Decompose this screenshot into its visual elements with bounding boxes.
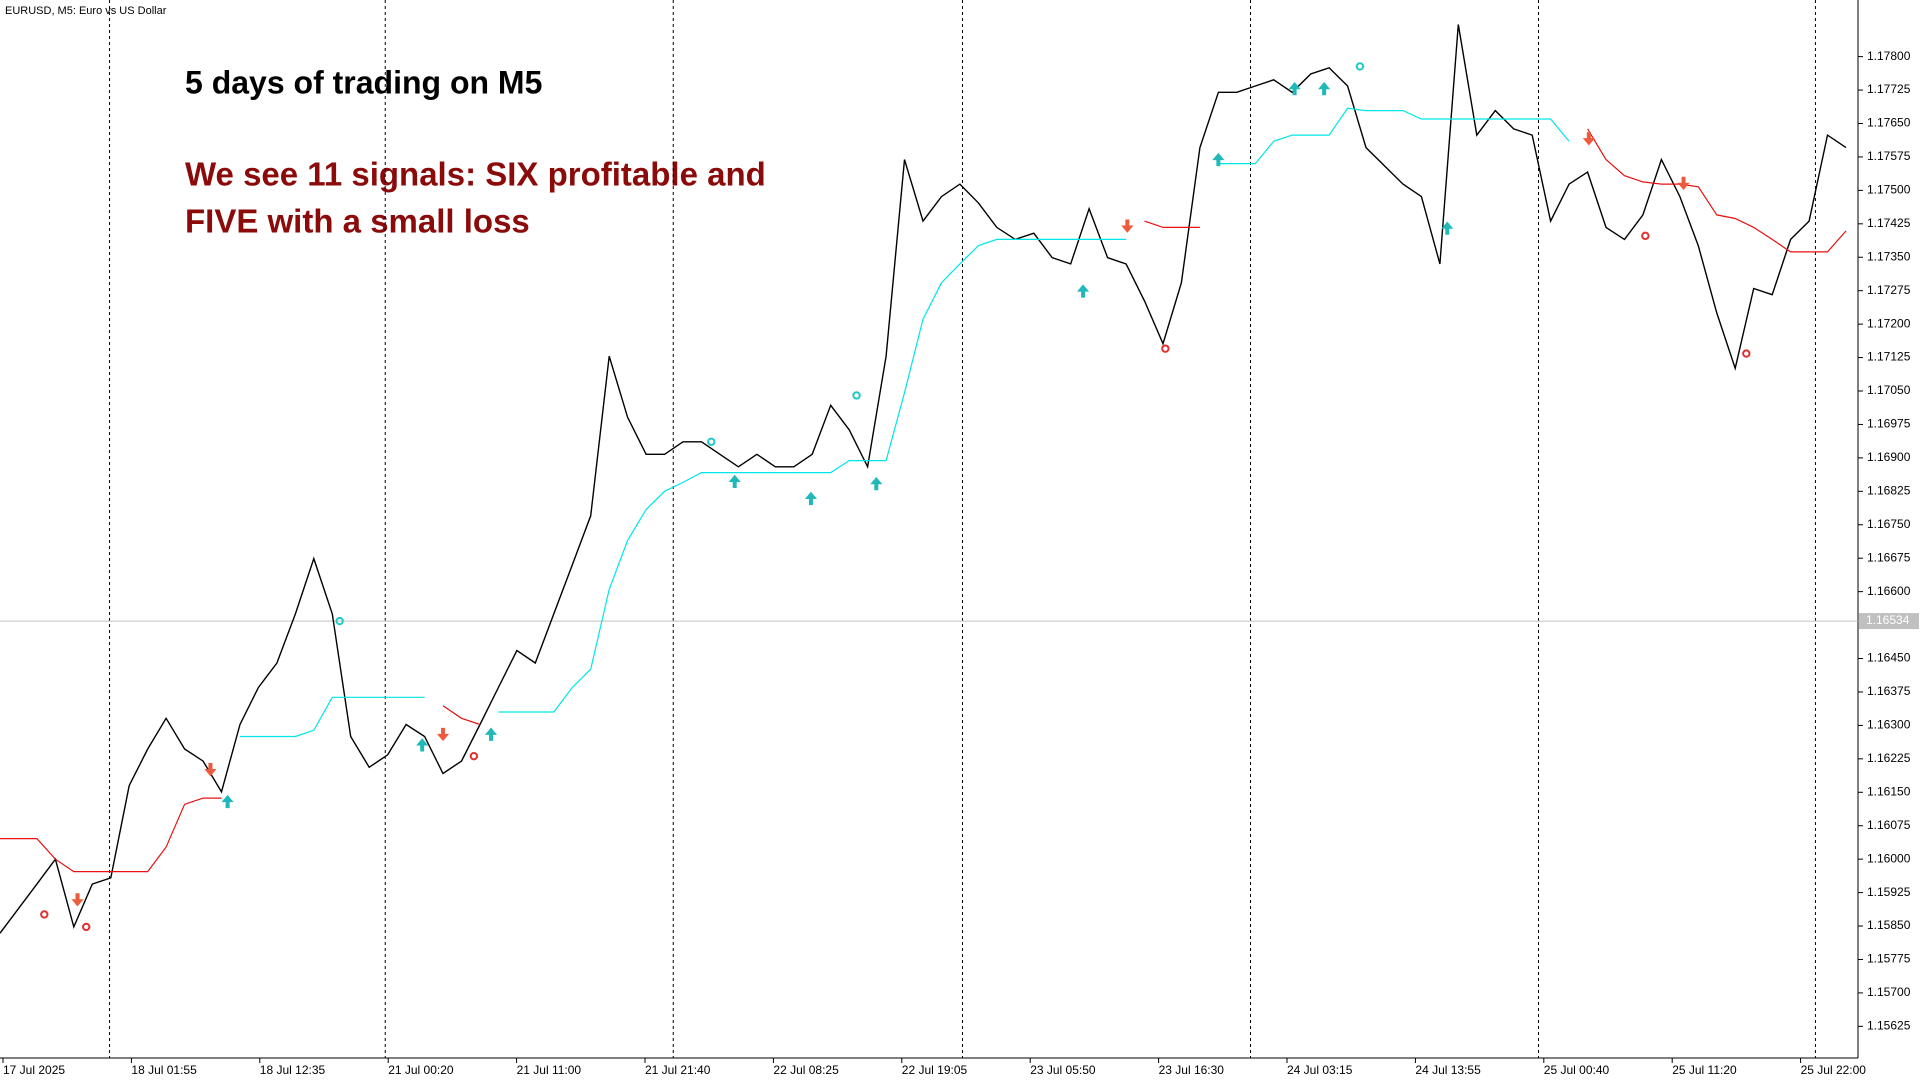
y-tick-label: 1.17125 (1867, 350, 1911, 364)
x-tick-label: 22 Jul 08:25 (773, 1063, 839, 1077)
signal-up (1288, 81, 1301, 96)
y-tick-label: 1.17575 (1867, 149, 1911, 163)
x-tick-label: 17 Jul 2025 (3, 1063, 65, 1077)
y-tick-label: 1.16150 (1867, 784, 1911, 798)
signal-exit (335, 616, 344, 626)
signal-up (870, 476, 883, 491)
y-tick-label: 1.16000 (1867, 851, 1911, 865)
y-tick-label: 1.15850 (1867, 918, 1911, 932)
signal-up (1212, 152, 1225, 167)
signal-exit (469, 751, 479, 761)
y-tick-label: 1.16675 (1867, 550, 1911, 564)
x-tick-label: 24 Jul 13:55 (1415, 1063, 1481, 1077)
y-tick-label: 1.16450 (1867, 651, 1911, 665)
signal-exit (40, 910, 49, 919)
signal-exit (1161, 344, 1170, 353)
signal-up (1076, 284, 1090, 298)
x-tick-label: 18 Jul 01:55 (131, 1063, 197, 1077)
y-tick-label: 1.15775 (1867, 952, 1911, 966)
current-price-label: 1.16534 (1866, 613, 1910, 627)
y-tick-label: 1.16900 (1867, 450, 1911, 464)
signal-down (1582, 132, 1595, 146)
signal-down (71, 893, 84, 907)
y-tick-label: 1.17425 (1867, 216, 1911, 230)
y-tick-label: 1.17725 (1867, 82, 1911, 96)
x-tick-label: 21 Jul 11:00 (517, 1063, 582, 1077)
signal-exit (852, 391, 861, 400)
y-tick-label: 1.15925 (1867, 885, 1911, 899)
x-tick-label: 24 Jul 03:15 (1287, 1063, 1353, 1077)
y-tick-label: 1.16375 (1867, 684, 1911, 698)
y-tick-label: 1.16300 (1867, 718, 1911, 732)
y-tick-label: 1.15625 (1867, 1019, 1911, 1033)
current-price-box (1859, 613, 1919, 630)
price-line (0, 24, 1847, 934)
y-tick-label: 1.16075 (1867, 818, 1911, 832)
stop-line (0, 128, 1847, 873)
signal-up (1441, 221, 1454, 235)
x-tick-label: 23 Jul 05:50 (1030, 1063, 1096, 1077)
signal-exit (82, 922, 91, 932)
x-tick-label: 22 Jul 19:05 (902, 1063, 968, 1077)
annotation: 5 days of trading on M5 (185, 64, 542, 100)
signal-up (1318, 81, 1331, 96)
annotation: FIVE with a small loss (185, 203, 530, 240)
signal-exit (707, 437, 716, 447)
y-tick-label: 1.17350 (1867, 249, 1911, 263)
signal-up (728, 474, 741, 489)
x-tick-label: 25 Jul 11:20 (1672, 1063, 1737, 1077)
y-tick-label: 1.17200 (1867, 316, 1911, 330)
y-tick-label: 1.16975 (1867, 417, 1911, 431)
signal-up (221, 794, 234, 809)
y-tick-label: 1.16225 (1867, 751, 1911, 765)
signal-exit (1742, 349, 1751, 358)
x-tick-label: 21 Jul 21:40 (645, 1063, 711, 1077)
stop-line (240, 107, 1570, 738)
x-tick-label: 23 Jul 16:30 (1159, 1063, 1225, 1077)
y-tick-label: 1.17500 (1867, 183, 1911, 197)
x-tick-label: 21 Jul 00:20 (388, 1063, 454, 1077)
y-tick-label: 1.15700 (1867, 985, 1911, 999)
annotation: We see 11 signals: SIX profitable and (185, 156, 766, 193)
signal-down (204, 763, 217, 777)
signal-down (1121, 219, 1134, 233)
signal-up (484, 727, 498, 741)
y-tick-label: 1.17800 (1867, 49, 1911, 63)
x-tick-label: 25 Jul 00:40 (1544, 1063, 1610, 1077)
signal-exit (1355, 62, 1365, 71)
signal-up (416, 738, 429, 752)
y-tick-label: 1.17650 (1867, 116, 1911, 130)
y-tick-label: 1.17275 (1867, 283, 1911, 297)
signal-down (1677, 176, 1690, 191)
signal-up (804, 491, 818, 505)
x-tick-label: 25 Jul 22:00 (1801, 1063, 1867, 1077)
y-tick-label: 1.17050 (1867, 383, 1911, 397)
y-tick-label: 1.16825 (1867, 483, 1911, 497)
signal-down (436, 727, 450, 742)
signal-exit (1641, 231, 1650, 241)
y-tick-label: 1.16600 (1867, 584, 1911, 598)
symbol-header: EURUSD, M5: Euro vs US Dollar (5, 5, 167, 17)
y-tick-label: 1.16750 (1867, 517, 1911, 531)
x-tick-label: 18 Jul 12:35 (260, 1063, 326, 1077)
